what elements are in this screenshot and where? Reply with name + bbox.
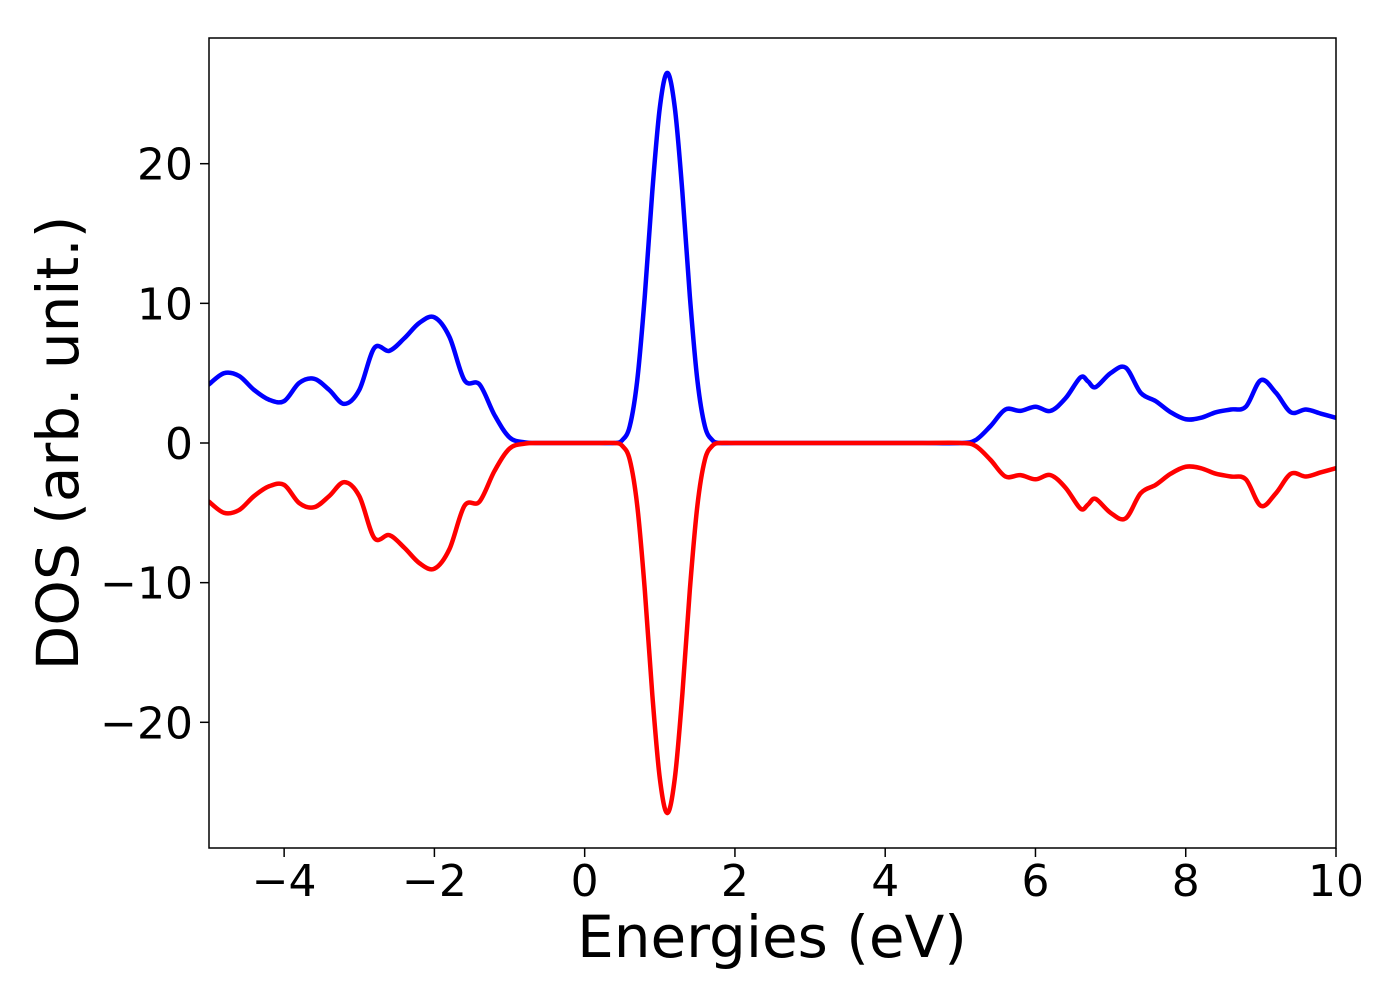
x-axis: −4 −2 0 2 4 6 8 10 [252,848,1364,907]
y-tick-label: 20 [137,140,193,191]
x-tick-label: −4 [252,856,317,907]
x-tick-label: 2 [721,856,749,907]
x-tick-label: 6 [1021,856,1049,907]
series-line-spin-down [209,440,1336,816]
y-axis-label: DOS (arb. unit.) [24,216,92,671]
x-tick-label: 4 [871,856,899,907]
y-tick-label: −20 [100,698,193,749]
x-tick-label: 0 [571,856,599,907]
x-tick-label: −2 [402,856,467,907]
x-tick-label: 10 [1308,856,1364,907]
y-axis: −20 −10 0 10 20 [100,140,209,749]
y-tick-label: 10 [137,279,193,330]
x-axis-label: Energies (eV) [577,903,967,971]
y-tick-label: 0 [165,419,193,470]
series-line-spin-up [209,70,1336,446]
x-tick-label: 8 [1172,856,1200,907]
series-layer [209,70,1336,816]
y-tick-label: −10 [100,559,193,610]
